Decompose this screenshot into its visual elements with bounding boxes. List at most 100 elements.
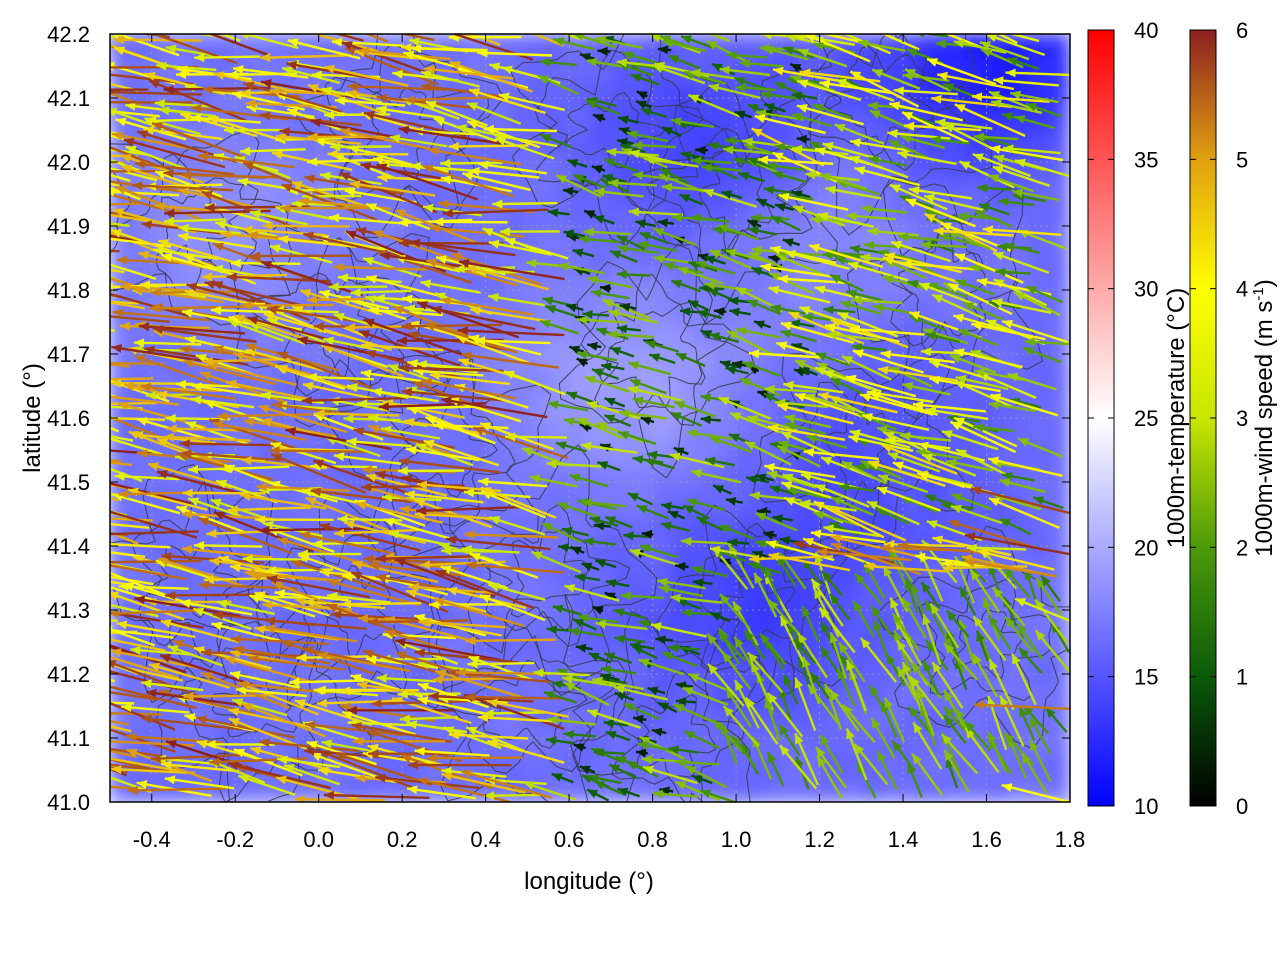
wind-arrow xyxy=(704,456,736,467)
wind-arrow xyxy=(586,709,642,729)
wind-arrow xyxy=(203,400,271,425)
contour-line xyxy=(877,213,1020,359)
wind-arrow xyxy=(1040,574,1061,602)
wind-arrow xyxy=(782,238,801,247)
wind-arrow xyxy=(726,50,768,60)
wind-arrow xyxy=(461,545,520,554)
wind-arrow xyxy=(262,221,350,231)
wind-arrow xyxy=(632,141,677,150)
wind-arrow xyxy=(567,158,588,168)
wind-arrow xyxy=(154,99,214,108)
wind-arrow xyxy=(110,268,125,274)
wind-arrow xyxy=(829,506,907,542)
wind-arrow xyxy=(465,265,550,291)
wind-arrow xyxy=(695,145,709,155)
y-tick-label: 41.1 xyxy=(47,726,90,751)
wind-arrow xyxy=(973,423,1014,433)
wind-arrow xyxy=(468,34,501,47)
x-tick-label: 1.4 xyxy=(888,827,919,852)
wind-arrow xyxy=(110,211,147,222)
wind-arrow xyxy=(830,318,909,349)
wind-arrow xyxy=(388,530,450,547)
wind-arrow xyxy=(608,178,657,188)
wind-arrow xyxy=(750,661,775,711)
wind-arrow xyxy=(557,262,605,275)
wind-arrow xyxy=(110,394,116,398)
wind-arrow xyxy=(789,319,815,329)
wind-arrow xyxy=(1034,629,1070,673)
wind-arrow xyxy=(776,253,824,276)
wind-arrow xyxy=(871,68,921,90)
wind-arrow xyxy=(746,299,782,316)
wind-arrow xyxy=(404,490,484,504)
wind-arrow xyxy=(121,703,190,714)
wind-arrow xyxy=(340,599,422,609)
wind-arrow xyxy=(165,590,269,600)
wind-arrow xyxy=(849,70,920,108)
wind-arrow xyxy=(972,653,999,698)
wind-arrow xyxy=(110,719,130,726)
wind-arrow xyxy=(110,591,185,621)
wind-arrow xyxy=(1035,577,1063,616)
wind-arrow xyxy=(675,757,720,767)
wind-arrow xyxy=(764,384,817,394)
wind-arrow xyxy=(686,498,726,511)
wind-arrow xyxy=(487,698,570,718)
wind-arrow xyxy=(271,581,360,617)
wind-arrow xyxy=(150,288,247,298)
wind-arrow xyxy=(897,232,942,242)
y-tick-label: 41.6 xyxy=(47,406,90,431)
wind-arrow xyxy=(854,572,883,606)
wind-arrow xyxy=(455,334,530,365)
wind-arrow xyxy=(642,765,698,785)
wind-arrow xyxy=(442,208,549,218)
wind-arrow xyxy=(748,349,823,359)
wind-arrow xyxy=(264,624,358,643)
wind-arrow xyxy=(179,599,253,616)
wind-arrow xyxy=(474,336,551,346)
wind-arrow xyxy=(647,686,666,696)
wind-arrow xyxy=(459,34,471,37)
wind-arrow xyxy=(955,448,1010,478)
wind-arrow xyxy=(766,692,804,738)
wind-arrow xyxy=(466,101,522,125)
wind-arrow xyxy=(905,577,919,614)
wind-arrow xyxy=(462,171,531,192)
wind-arrow xyxy=(846,211,897,221)
wind-arrow xyxy=(555,441,587,453)
wind-arrow xyxy=(784,421,826,435)
wind-arrow xyxy=(859,637,897,683)
wind-arrow xyxy=(1012,188,1059,202)
wind-arrow xyxy=(616,234,646,251)
wind-arrow xyxy=(1013,291,1061,317)
wind-arrow xyxy=(674,780,721,802)
wind-arrow xyxy=(326,578,420,607)
wind-arrow xyxy=(547,715,596,726)
wind-arrow xyxy=(882,565,909,613)
wind-arrow xyxy=(881,443,958,476)
wind-arrow xyxy=(398,363,504,373)
wind-arrow xyxy=(829,632,848,679)
wind-arrow xyxy=(417,696,492,717)
contour-line xyxy=(599,301,706,408)
wind-arrow xyxy=(478,477,548,488)
wind-arrow xyxy=(870,717,896,759)
wind-arrow xyxy=(906,762,924,799)
wind-arrow xyxy=(718,396,771,420)
wind-arrow xyxy=(358,46,451,61)
wind-arrow xyxy=(868,684,891,721)
wind-arrow xyxy=(617,115,639,125)
wind-arrow xyxy=(427,146,522,166)
wind-arrow xyxy=(861,413,930,431)
wind-arrow xyxy=(148,79,247,122)
wind-arrow xyxy=(488,293,546,307)
wind-arrow xyxy=(110,158,144,173)
wind-arrow xyxy=(580,441,638,454)
wind-arrow xyxy=(110,277,141,289)
wind-arrow xyxy=(1032,496,1064,510)
wind-arrow xyxy=(592,605,604,615)
wind-arrow xyxy=(734,679,760,729)
wind-label-sup: -1 xyxy=(1250,287,1267,300)
wind-arrow xyxy=(448,730,529,740)
wind-arrow xyxy=(110,713,113,717)
